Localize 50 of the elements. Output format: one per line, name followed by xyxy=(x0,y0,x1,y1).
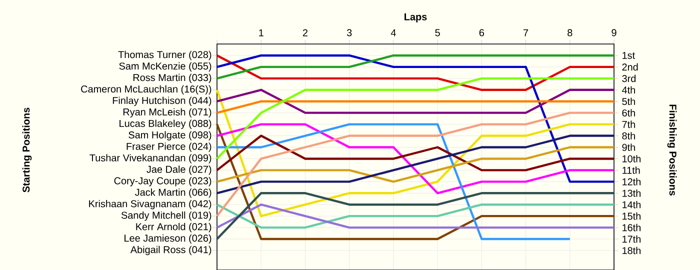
text: Ross Martin (033) xyxy=(133,74,212,84)
text: Ryan McLeish (071) xyxy=(123,108,212,118)
text: Cory-Jay Coupe (023) xyxy=(114,177,212,186)
y-tick-label: 13th xyxy=(622,189,641,197)
x-tick-label: 2 xyxy=(302,29,308,36)
text: Starting Positions xyxy=(22,108,32,192)
x-tick-label: 4 xyxy=(390,29,396,36)
y-tick-label: 18th xyxy=(622,246,641,254)
x-tick-label: 7 xyxy=(524,29,528,36)
text: Jack Martin (066) xyxy=(135,188,212,198)
y-tick-label: 1st xyxy=(622,52,635,59)
line-series xyxy=(216,123,616,194)
y-tick-label: 5th xyxy=(622,98,635,106)
text: Tushar Vivekanandan (099) xyxy=(90,154,212,164)
text: Sam McKenzie (055) xyxy=(119,62,212,72)
text: Sandy Mitchell (019) xyxy=(121,211,212,221)
y-tick-label: 17th xyxy=(622,235,641,243)
x-axis-title: Laps xyxy=(404,13,427,22)
y-tick-label: 8th xyxy=(622,132,635,140)
x-tick-label: 9 xyxy=(612,29,616,36)
text: Jae Dale (027) xyxy=(146,166,212,175)
x-tick-label: 6 xyxy=(479,29,484,36)
y-tick-label: 10th xyxy=(622,155,641,162)
text: Kerr Arnold (021) xyxy=(136,222,212,232)
y-tick-label: 2nd xyxy=(622,63,638,71)
y-tick-label: 11th xyxy=(622,166,640,174)
y-tick-label: 12th xyxy=(622,178,641,186)
x-tick-label: 5 xyxy=(435,29,440,36)
y-tick-label: 7th xyxy=(622,120,635,128)
y-tick-label: 15th xyxy=(622,212,641,220)
text: Cameron McLauchlan (16(S)) xyxy=(81,85,212,95)
y-tick-label: 14th xyxy=(622,200,641,208)
y-tick-label: 3rd xyxy=(622,74,636,82)
x-tick-label: 3 xyxy=(346,29,352,36)
x-tick-label: 1 xyxy=(259,29,264,36)
y-tick-label: 6th xyxy=(622,109,635,116)
y-tick-label: 16th xyxy=(622,224,641,232)
y-tick-label: 4th xyxy=(622,86,635,94)
text: Abigail Ross (041) xyxy=(130,246,212,256)
x-tick-label: 8 xyxy=(568,29,572,36)
text: Thomas Turner (028) xyxy=(118,50,212,60)
line-series xyxy=(216,88,616,218)
text: Lucas Blakeley (088) xyxy=(120,120,212,129)
text: Krishaan Sivagnanam (042) xyxy=(89,200,212,210)
y2-axis-title: Finishing Positions xyxy=(667,104,677,196)
text: Sam Holgate (098) xyxy=(128,131,212,140)
text: Lee Jamieson (026) xyxy=(124,234,212,244)
text: Fraser Pierce (024) xyxy=(126,142,212,152)
y-tick-label: 9th xyxy=(622,144,635,151)
text: Finlay Hutchison (044) xyxy=(112,96,212,106)
